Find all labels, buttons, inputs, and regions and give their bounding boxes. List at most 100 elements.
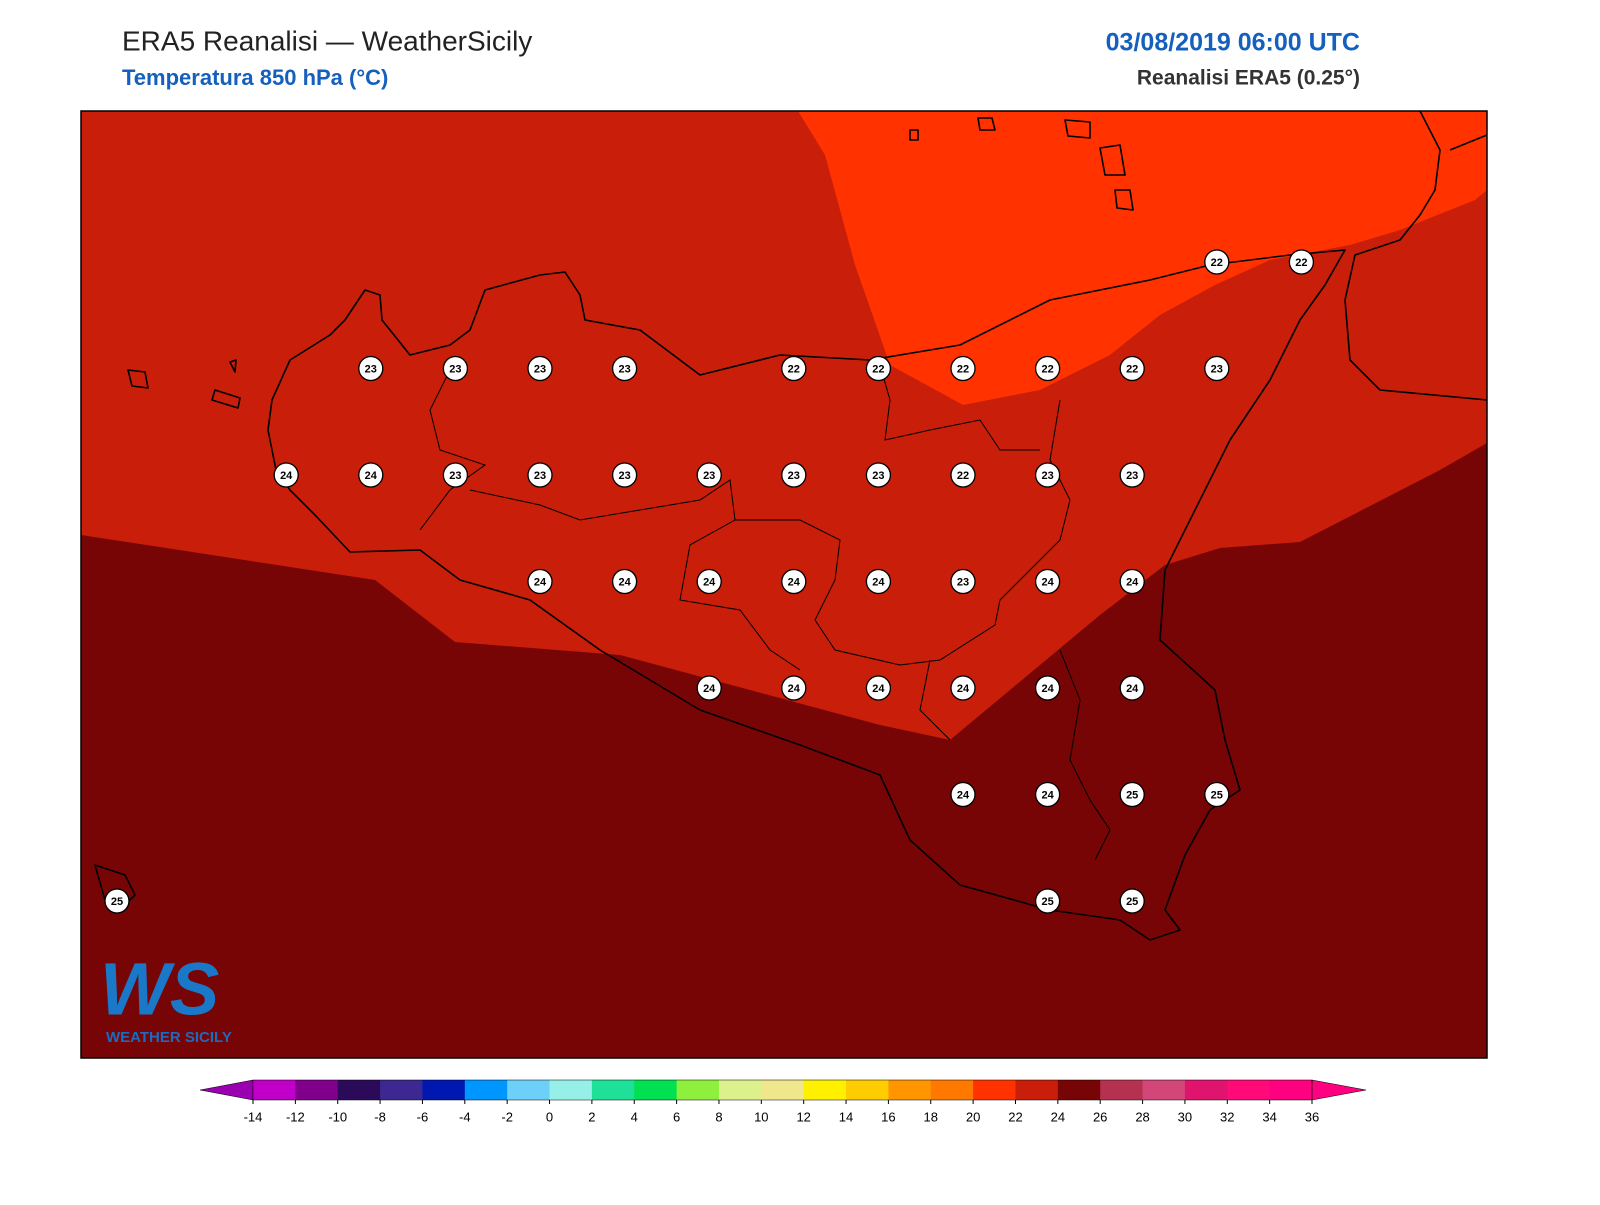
colorbar-band: [634, 1080, 678, 1100]
value-label: 25: [1126, 896, 1138, 908]
value-label: 23: [788, 470, 800, 482]
value-label: 23: [957, 576, 969, 588]
label-marker: [781, 675, 807, 701]
label-marker: [1204, 355, 1230, 382]
colorbar-tick-label: 32: [1220, 1109, 1234, 1124]
label-marker: [1119, 781, 1145, 808]
label-marker: [1119, 355, 1145, 382]
label-marker: [527, 462, 553, 488]
label-marker: [865, 675, 892, 701]
colorbar-band: [761, 1080, 805, 1100]
value-label: 23: [618, 363, 630, 375]
colorbar-tick-label: -14: [244, 1109, 263, 1124]
value-label: 24: [872, 683, 885, 695]
label-marker: [1034, 355, 1061, 382]
colorbar-band: [888, 1080, 932, 1100]
colorbar-tick-label: 24: [1051, 1109, 1065, 1124]
label-marker: [781, 568, 807, 595]
colorbar-band: [803, 1080, 847, 1100]
colorbar-band: [1184, 1080, 1228, 1100]
value-label: 24: [788, 576, 801, 588]
colorbar-band: [591, 1080, 635, 1100]
label-marker: [696, 462, 722, 488]
value-label: 22: [1211, 257, 1223, 269]
value-label: 24: [618, 576, 631, 588]
colorbar-band: [253, 1080, 296, 1100]
value-label: 25: [1041, 896, 1053, 908]
colorbar-tick-label: 2: [588, 1109, 595, 1124]
colorbar-tick-label: 12: [796, 1109, 810, 1124]
label-marker: [527, 568, 553, 595]
value-label: 23: [449, 363, 461, 375]
value-label: 24: [872, 576, 885, 588]
value-label: 24: [1041, 789, 1054, 801]
colorbar-band: [1269, 1080, 1313, 1100]
datetime: 03/08/2019 06:00 UTC: [1106, 29, 1360, 57]
colorbar-tick-label: 26: [1093, 1109, 1107, 1124]
colorbar-tick-label: -4: [459, 1109, 471, 1124]
label-marker: [358, 462, 384, 488]
value-label: 23: [1041, 470, 1053, 482]
label-marker: [1034, 781, 1061, 808]
label-marker: [950, 568, 976, 595]
label-marker: [1034, 462, 1061, 488]
label-marker: [442, 355, 469, 382]
colorbar-tick-label: 18: [924, 1109, 938, 1124]
label-marker: [1204, 781, 1230, 808]
label-marker: [527, 355, 553, 382]
label-marker: [781, 462, 807, 488]
colorbar-tick-label: 6: [673, 1109, 680, 1124]
label-marker: [358, 355, 384, 382]
colorbar-tick-label: 10: [754, 1109, 768, 1124]
value-label: 24: [365, 470, 378, 482]
colorbar-band: [846, 1080, 889, 1100]
label-marker: [442, 462, 469, 488]
colorbar-tick-label: 16: [881, 1109, 895, 1124]
colorbar-tick-label: 14: [839, 1109, 853, 1124]
label-marker: [1119, 568, 1145, 595]
coastline: [267, 249, 1346, 941]
colorbar-band: [1057, 1080, 1101, 1100]
colorbar-tick-label: 0: [546, 1109, 553, 1124]
colorbar-tick-label: 30: [1178, 1109, 1192, 1124]
value-label: 22: [788, 363, 800, 375]
colorbar-band: [676, 1080, 720, 1100]
colorbar-tick-label: 22: [1008, 1109, 1022, 1124]
colorbar-band: [507, 1080, 551, 1100]
colorbar-tick-label: -12: [286, 1109, 305, 1124]
source: Reanalisi ERA5 (0.25°): [1137, 67, 1360, 90]
label-marker: [781, 355, 807, 382]
colorbar-arrow-high: [1311, 1079, 1367, 1101]
value-label: 22: [1295, 257, 1307, 269]
label-marker: [611, 462, 638, 488]
colorbar-band: [973, 1080, 1016, 1100]
value-label: 24: [703, 576, 716, 588]
label-marker: [950, 781, 976, 808]
value-label: 25: [1211, 789, 1223, 801]
colorbar-band: [930, 1080, 974, 1100]
colorbar-tick-label: 20: [966, 1109, 980, 1124]
colorbar-band: [464, 1080, 508, 1100]
label-marker: [1034, 888, 1061, 914]
value-label: 24: [1126, 683, 1139, 695]
colorbar-band: [337, 1080, 381, 1100]
value-label: 22: [1041, 363, 1053, 375]
colorbar-tick-label: -2: [501, 1109, 513, 1124]
label-marker: [273, 462, 299, 488]
label-marker: [865, 462, 892, 488]
value-label: 23: [1211, 363, 1223, 375]
label-marker: [1034, 568, 1061, 595]
value-label: 24: [788, 683, 801, 695]
label-marker: [865, 355, 892, 382]
colorbar-band: [1100, 1080, 1144, 1100]
value-label: 22: [957, 363, 969, 375]
colorbar-tick-label: 36: [1305, 1109, 1319, 1124]
value-label: 23: [534, 363, 546, 375]
colorbar-band: [380, 1080, 423, 1100]
logo-mark: WS: [100, 948, 219, 1031]
value-label: 24: [703, 683, 716, 695]
colorbar-tick-label: 34: [1262, 1109, 1276, 1124]
label-marker: [1034, 675, 1061, 701]
value-label: 23: [365, 363, 377, 375]
